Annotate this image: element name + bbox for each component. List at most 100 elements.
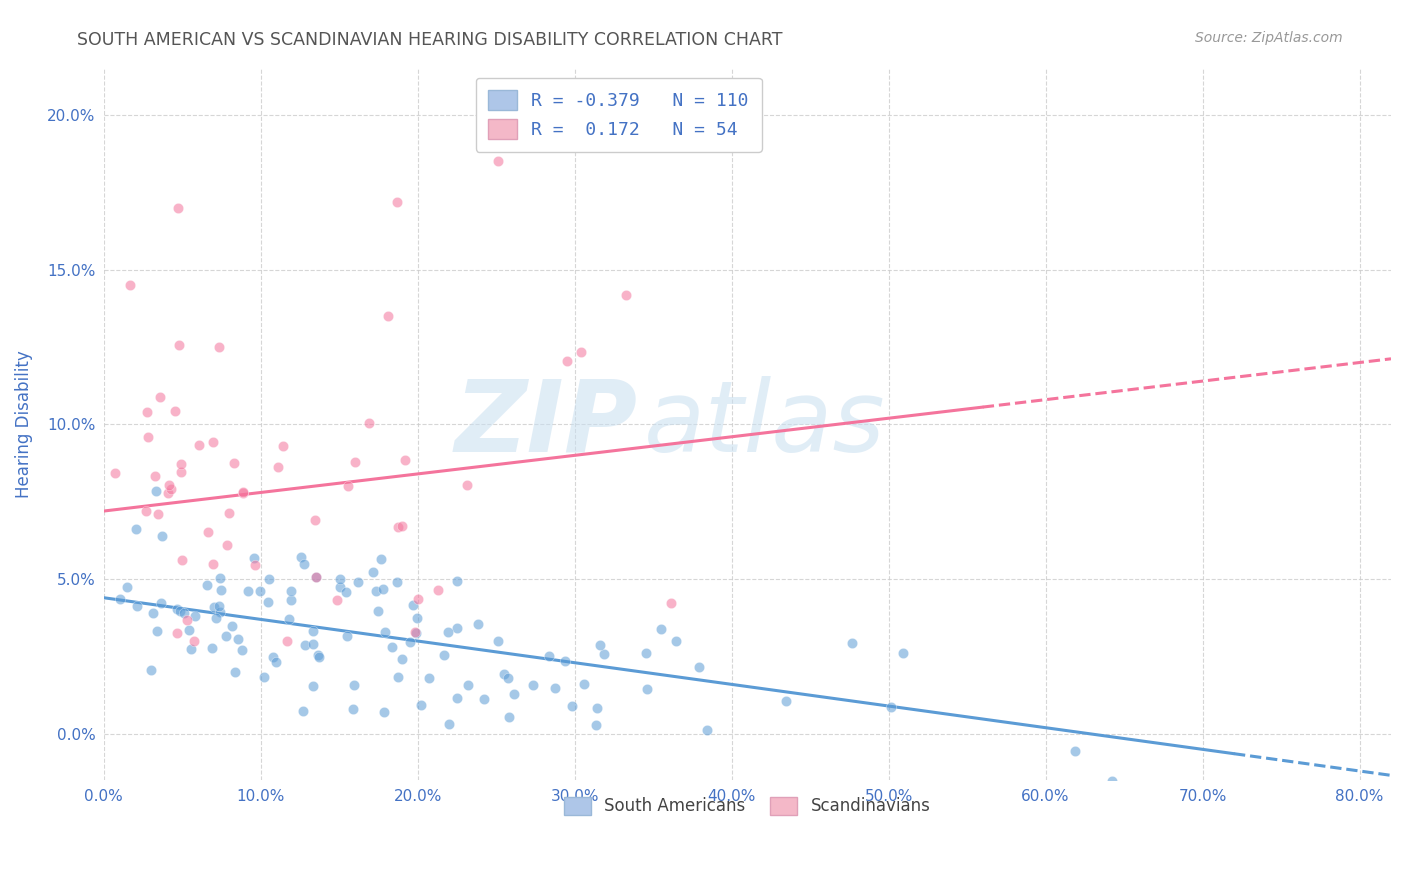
Point: [205, 611, 228, 625]
Point: [308, 649, 330, 664]
Point: [292, 558, 315, 572]
Point: [433, 648, 456, 662]
Point: [472, 691, 495, 706]
Point: [242, 551, 264, 566]
Point: [346, 574, 368, 589]
Point: [146, 624, 169, 638]
Point: [586, 700, 609, 714]
Point: [228, 632, 250, 646]
Point: [215, 629, 238, 643]
Point: [494, 667, 516, 681]
Point: [257, 572, 280, 586]
Point: [209, 571, 232, 585]
Point: [634, 647, 657, 661]
Point: [145, 483, 167, 498]
Point: [409, 698, 432, 712]
Text: atlas: atlas: [644, 376, 886, 473]
Point: [143, 469, 166, 483]
Point: [165, 404, 187, 418]
Point: [367, 604, 389, 618]
Point: [294, 638, 316, 652]
Point: [170, 553, 193, 567]
Point: [256, 594, 278, 608]
Point: [343, 678, 366, 692]
Point: [614, 287, 637, 301]
Point: [253, 670, 276, 684]
Point: [276, 634, 298, 648]
Point: [381, 640, 404, 654]
Point: [457, 677, 479, 691]
Point: [467, 617, 489, 632]
Point: [399, 635, 422, 649]
Point: [160, 482, 183, 496]
Point: [277, 612, 299, 626]
Point: [391, 519, 413, 533]
Point: [166, 201, 188, 215]
Point: [166, 626, 188, 640]
Text: Source: ZipAtlas.com: Source: ZipAtlas.com: [1195, 31, 1343, 45]
Point: [135, 405, 157, 419]
Point: [554, 654, 576, 668]
Point: [291, 704, 314, 718]
Point: [439, 717, 461, 731]
Point: [406, 611, 429, 625]
Point: [264, 655, 287, 669]
Point: [1063, 744, 1085, 758]
Point: [221, 618, 243, 632]
Point: [665, 634, 688, 648]
Point: [224, 665, 246, 680]
Point: [891, 646, 914, 660]
Point: [201, 557, 224, 571]
Point: [329, 573, 352, 587]
Point: [361, 565, 384, 579]
Text: ZIP: ZIP: [456, 376, 638, 473]
Point: [561, 699, 583, 714]
Point: [336, 629, 359, 643]
Point: [426, 583, 449, 598]
Point: [650, 622, 672, 636]
Point: [231, 643, 253, 657]
Point: [169, 604, 191, 618]
Point: [156, 486, 179, 500]
Point: [486, 633, 509, 648]
Point: [271, 439, 294, 453]
Point: [215, 538, 238, 552]
Point: [290, 549, 312, 564]
Point: [201, 640, 224, 655]
Point: [522, 678, 544, 692]
Point: [589, 638, 612, 652]
Point: [224, 456, 246, 470]
Point: [218, 507, 240, 521]
Point: [166, 602, 188, 616]
Point: [880, 699, 903, 714]
Point: [585, 718, 607, 732]
Point: [498, 710, 520, 724]
Point: [173, 606, 195, 620]
Point: [1101, 774, 1123, 789]
Point: [170, 457, 193, 471]
Point: [142, 606, 165, 620]
Point: [659, 596, 682, 610]
Point: [406, 592, 429, 607]
Point: [446, 690, 468, 705]
Point: [326, 592, 349, 607]
Point: [364, 584, 387, 599]
Point: [179, 623, 201, 637]
Point: [437, 624, 460, 639]
Point: [377, 309, 399, 323]
Point: [280, 593, 302, 607]
Point: [167, 337, 190, 351]
Point: [170, 465, 193, 479]
Point: [301, 624, 323, 638]
Point: [208, 599, 231, 613]
Point: [335, 584, 357, 599]
Point: [402, 598, 425, 612]
Point: [280, 583, 302, 598]
Point: [557, 353, 579, 368]
Point: [446, 621, 468, 635]
Point: [262, 649, 284, 664]
Point: [357, 416, 380, 430]
Point: [301, 679, 323, 693]
Point: [267, 459, 290, 474]
Point: [232, 486, 254, 500]
